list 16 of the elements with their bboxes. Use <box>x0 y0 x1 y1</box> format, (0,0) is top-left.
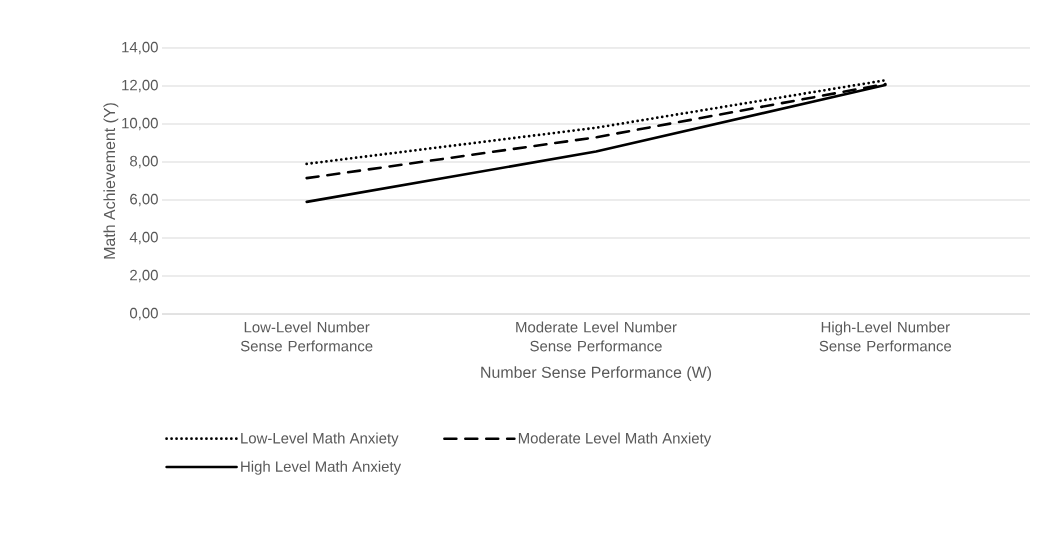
y-axis-title: Math Achievement (Y) <box>103 103 119 259</box>
y-tick-label: 4,00 <box>129 231 158 245</box>
y-tick-label: 0,00 <box>129 307 158 321</box>
y-tick-label: 8,00 <box>130 155 158 169</box>
legend-label: Moderate Level Math Anxiety <box>518 432 712 447</box>
x-tick-label: High-Level Number Sense Performance <box>819 321 952 352</box>
y-tick-label: 2,00 <box>130 269 158 283</box>
y-tick-label: 14,00 <box>122 41 158 55</box>
legend-label: Low-Level Math Anxiety <box>241 432 399 447</box>
x-axis-title: Number Sense Performance (W) <box>481 366 712 382</box>
legend-label: High Level Math Anxiety <box>241 460 402 475</box>
x-tick-label: Low-Level Number Sense Performance <box>240 321 373 352</box>
y-tick-label: 6,00 <box>130 193 158 207</box>
x-tick-label: Moderate Level Number Sense Performance <box>516 321 677 352</box>
y-tick-label: 12,00 <box>122 79 158 93</box>
y-tick-label: 10,00 <box>122 117 158 131</box>
